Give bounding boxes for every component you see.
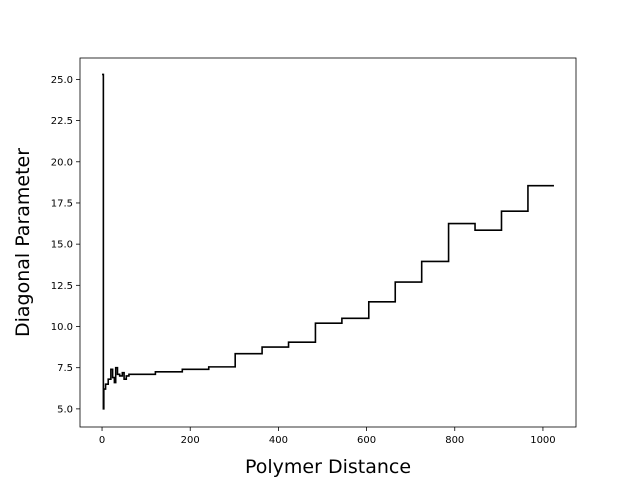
axes-frame (79, 57, 577, 428)
plot-area (102, 73, 554, 410)
y-tick-label: 12.5 (51, 281, 73, 292)
x-tick-label: 800 (445, 435, 464, 446)
y-tick-label: 17.5 (51, 198, 73, 209)
x-tick-label: 0 (99, 435, 105, 446)
y-tick-label: 25.0 (51, 75, 73, 86)
series-line-0 (102, 73, 554, 410)
x-tick-label: 200 (181, 435, 200, 446)
x-axis-ticks: 0 200 400 600 800 1000 (99, 427, 556, 446)
y-tick-label: 10.0 (51, 322, 73, 333)
y-tick-label: 20.0 (51, 157, 73, 168)
x-tick-label: 600 (357, 435, 376, 446)
y-tick-label: 22.5 (51, 116, 73, 127)
y-tick-label: 15.0 (51, 240, 73, 251)
y-tick-label: 7.5 (57, 363, 73, 374)
x-tick-label: 400 (269, 435, 288, 446)
y-axis-ticks: 5.0 7.5 10.0 12.5 15.0 17.5 20.0 22.5 25.0 (51, 75, 80, 415)
x-axis-label: Polymer Distance (245, 456, 411, 478)
y-tick-label: 5.0 (57, 404, 73, 415)
x-tick-label: 1000 (530, 435, 555, 446)
y-axis-label: Diagonal Parameter (12, 148, 34, 337)
